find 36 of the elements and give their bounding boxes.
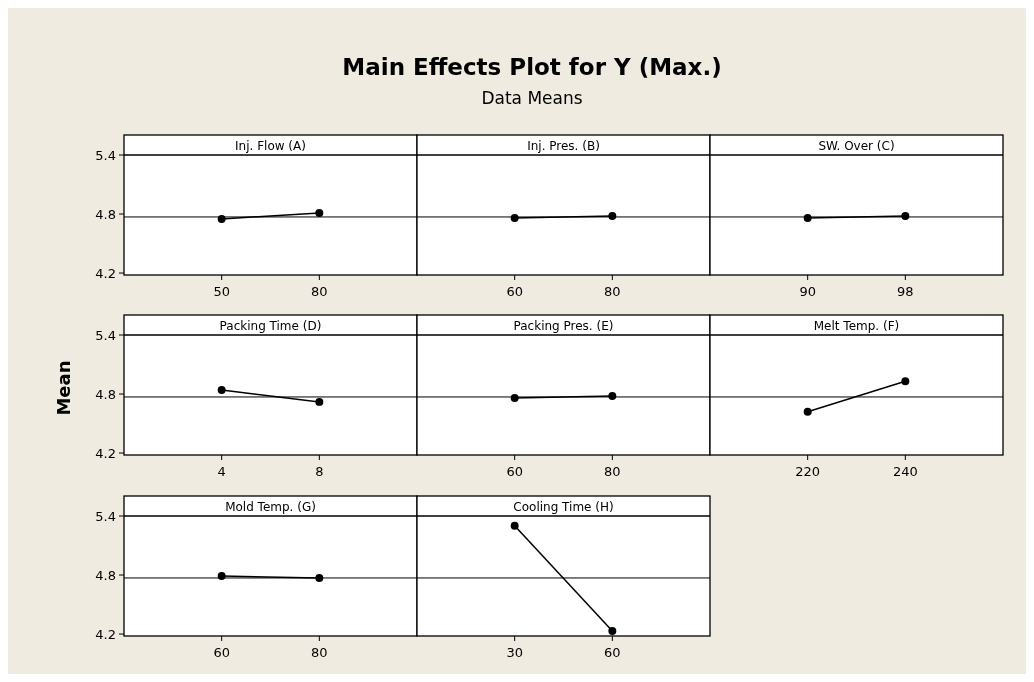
x-tick-label: 50 bbox=[213, 284, 230, 299]
chart-title: SW. Over (C) bbox=[818, 139, 895, 153]
y-tick-label: 5.4 bbox=[95, 328, 116, 343]
chart-title: Packing Pres. (E) bbox=[513, 319, 614, 333]
x-tick-label: 80 bbox=[604, 464, 621, 479]
x-tick-label: 60 bbox=[213, 645, 230, 660]
chart-title: Mold Temp. (G) bbox=[225, 500, 316, 514]
x-tick-label: 98 bbox=[897, 284, 914, 299]
x-tick-label: 30 bbox=[506, 645, 523, 660]
y-tick-label: 4.2 bbox=[95, 446, 116, 462]
x-tick-label: 8 bbox=[315, 464, 324, 479]
text: Main Effects Plot for Y (Max.) bbox=[342, 54, 722, 80]
x-tick-label: 60 bbox=[506, 284, 523, 299]
chart-title: Cooling Time (H) bbox=[513, 500, 614, 514]
x-tick-label: 80 bbox=[604, 284, 621, 299]
x-tick-label: 80 bbox=[311, 645, 328, 660]
y-tick-label: 5.4 bbox=[95, 509, 116, 524]
text: Mean bbox=[53, 360, 74, 416]
y-tick-label: 5.4 bbox=[95, 148, 116, 163]
x-tick-label: 60 bbox=[604, 645, 621, 660]
x-tick-label: 220 bbox=[795, 464, 821, 479]
x-tick-label: 4 bbox=[217, 464, 226, 479]
y-tick-label: 4.2 bbox=[95, 266, 116, 282]
chart-title: Inj. Flow (A) bbox=[235, 139, 306, 153]
text: Data Means bbox=[481, 88, 583, 108]
y-tick-label: 4.8 bbox=[95, 207, 116, 223]
y-tick-label: 4.8 bbox=[95, 387, 116, 403]
chart-title: Melt Temp. (F) bbox=[813, 319, 900, 333]
chart-title: Inj. Pres. (B) bbox=[527, 139, 600, 153]
x-tick-label: 240 bbox=[892, 464, 918, 479]
y-tick-label: 4.2 bbox=[95, 627, 116, 643]
x-tick-label: 80 bbox=[311, 284, 328, 299]
x-tick-label: 90 bbox=[799, 284, 816, 299]
y-tick-label: 4.8 bbox=[95, 568, 116, 584]
chart-title: Packing Time (D) bbox=[219, 319, 322, 333]
x-tick-label: 60 bbox=[506, 464, 523, 479]
